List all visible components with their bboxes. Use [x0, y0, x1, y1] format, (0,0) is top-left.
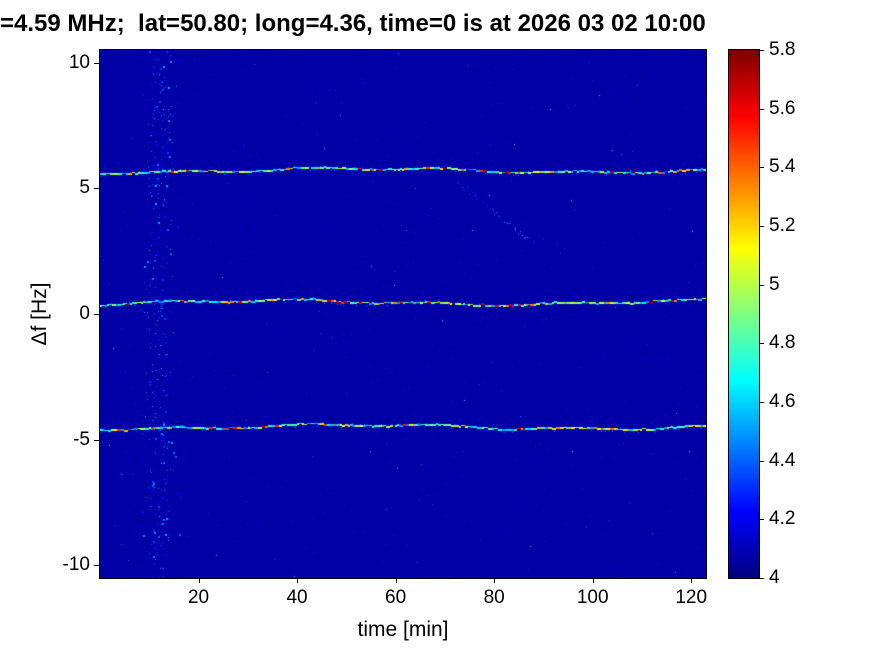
x-axis-label: time [min]: [357, 618, 449, 641]
x-tick: [395, 578, 397, 583]
colorbar-tick: [759, 402, 764, 403]
colorbar-tick: [759, 343, 764, 345]
x-tick-label: 20: [187, 587, 210, 608]
colorbar-tick-label: 5.8: [769, 39, 796, 60]
y-tick: [94, 565, 100, 567]
y-tick: [94, 314, 100, 315]
colorbar-tick-label: 4.4: [769, 449, 796, 471]
colorbar-tick: [759, 167, 764, 169]
colorbar-tick: [759, 226, 764, 227]
colorbar-tick: [759, 460, 764, 462]
colorbar-tick: [759, 284, 764, 286]
y-tick-label: -5: [73, 428, 90, 450]
x-tick: [592, 578, 594, 583]
colorbar-tick-label: 5.2: [769, 215, 796, 236]
colorbar-tick-label: 4: [769, 567, 780, 588]
colorbar-tick: [759, 578, 764, 579]
y-tick: [94, 188, 100, 190]
colorbar-tick-label: 5: [769, 273, 780, 295]
colorbar-tick-label: 4.2: [769, 508, 796, 530]
chart-title: =4.59 MHz; lat=50.80; long=4.36, time=0 …: [0, 10, 706, 37]
y-tick: [94, 439, 100, 441]
x-tick-label: 80: [483, 587, 505, 608]
x-tick-label: 40: [286, 587, 308, 608]
x-tick-label: 100: [576, 587, 609, 608]
x-tick: [297, 578, 299, 583]
y-tick-label: 5: [79, 177, 90, 199]
colorbar-tick-label: 4.6: [769, 391, 796, 412]
x-tick: [198, 578, 200, 583]
colorbar-tick-label: 5.4: [769, 156, 796, 178]
y-tick-label: 10: [68, 51, 90, 73]
heatmap-canvas: [99, 49, 707, 579]
y-tick-label: 0: [79, 303, 90, 324]
x-tick-label: 120: [675, 587, 708, 608]
y-tick: [94, 62, 100, 64]
colorbar-tick: [759, 50, 764, 51]
colorbar-tick: [759, 519, 764, 521]
y-tick-label: -10: [62, 554, 90, 576]
colorbar-tick: [759, 108, 764, 110]
colorbar-tick-label: 4.8: [769, 332, 796, 354]
x-tick-label: 60: [385, 587, 407, 608]
colorbar-canvas: [728, 49, 760, 579]
x-tick: [494, 578, 496, 583]
x-tick: [691, 578, 693, 583]
colorbar-tick-label: 5.6: [769, 97, 796, 119]
